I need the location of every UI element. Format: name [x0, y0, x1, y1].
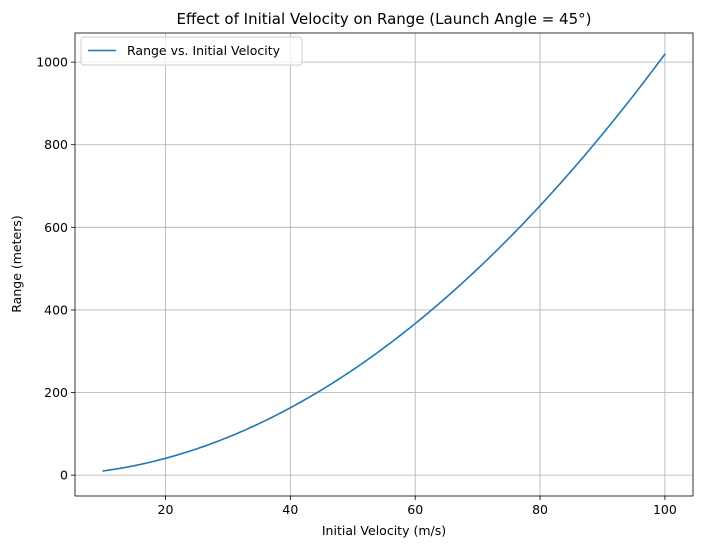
- legend-label: Range vs. Initial Velocity: [127, 43, 281, 58]
- y-axis-label: Range (meters): [9, 215, 24, 312]
- x-axis-label: Initial Velocity (m/s): [322, 523, 446, 538]
- x-tick-label: 20: [158, 502, 174, 517]
- y-tick-label: 800: [44, 137, 68, 152]
- chart-title: Effect of Initial Velocity on Range (Lau…: [177, 10, 592, 28]
- x-tick-label: 100: [653, 502, 677, 517]
- y-tick-label: 600: [44, 220, 68, 235]
- y-tick-label: 400: [44, 302, 68, 317]
- x-axis-ticks: 20 40 60 80 100: [158, 496, 677, 517]
- plot-frame: [74, 32, 694, 497]
- series-line: [102, 53, 666, 472]
- x-tick-label: 80: [532, 502, 548, 517]
- x-tick-label: 40: [282, 502, 298, 517]
- x-tick-label: 60: [407, 502, 423, 517]
- y-tick-label: 1000: [36, 55, 68, 70]
- y-axis-ticks: 0 200 400 600 800 1000: [36, 55, 75, 483]
- series-layer: [102, 53, 666, 472]
- legend-box: [80, 36, 303, 66]
- y-tick-label: 0: [60, 468, 68, 483]
- legend: Range vs. Initial Velocity: [80, 36, 303, 66]
- y-tick-label: 200: [44, 385, 68, 400]
